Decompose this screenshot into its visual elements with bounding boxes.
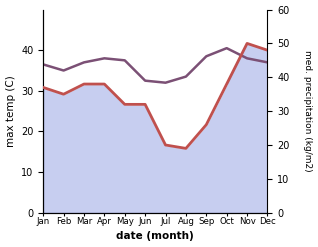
Y-axis label: med. precipitation (kg/m2): med. precipitation (kg/m2) (303, 50, 313, 172)
X-axis label: date (month): date (month) (116, 231, 194, 242)
Y-axis label: max temp (C): max temp (C) (5, 75, 16, 147)
